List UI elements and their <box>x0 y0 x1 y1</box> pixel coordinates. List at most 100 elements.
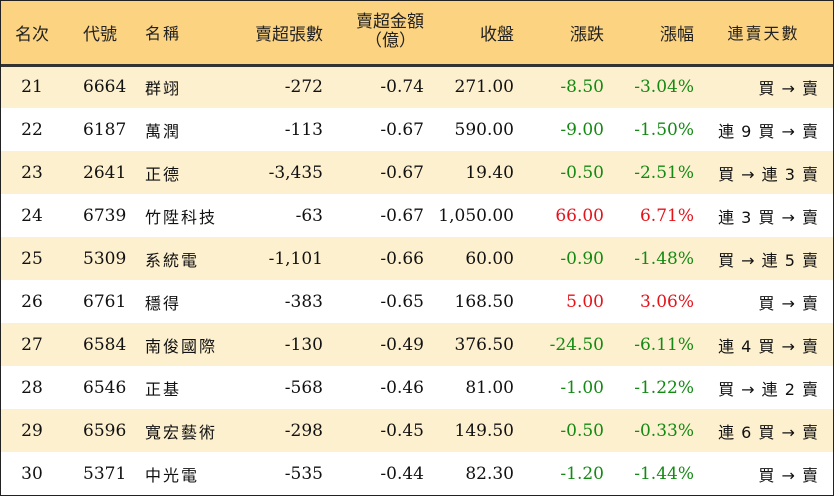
price-change-cell: -0.90 <box>560 248 604 269</box>
sell-lots-cell: -130 <box>284 334 323 355</box>
sell-streak-cell: 連 4 買 → 賣 <box>718 336 819 356</box>
change-pct-cell: -1.44% <box>634 463 694 484</box>
sell-lots-cell: -298 <box>284 420 323 441</box>
sell-amount-cell: -0.67 <box>380 162 424 183</box>
sell-amount-cell: -0.74 <box>380 77 424 98</box>
header-change: 漲跌 <box>514 1 604 67</box>
rank-cell: 29 <box>21 420 43 441</box>
table-row: 29 6596 寬宏藝術 -298 -0.45 149.50 -0.50 -0.… <box>1 409 833 452</box>
stock-name-cell: 正德 <box>145 164 182 184</box>
rank-cell: 30 <box>21 463 43 484</box>
close-price-cell: 81.00 <box>465 377 514 398</box>
sell-amount-cell: -0.67 <box>380 119 424 140</box>
price-change-cell: 5.00 <box>566 291 604 312</box>
sell-amount-cell: -0.67 <box>380 205 424 226</box>
header-sell-lots: 賣超張數 <box>229 1 323 67</box>
header-change-pct: 漲幅 <box>604 1 694 67</box>
stock-name-cell: 中光電 <box>145 465 200 485</box>
rank-cell: 24 <box>21 205 43 226</box>
price-change-cell: -8.50 <box>560 77 604 98</box>
sell-amount-cell: -0.45 <box>380 420 424 441</box>
sell-lots-cell: -383 <box>284 291 323 312</box>
close-price-cell: 60.00 <box>465 248 514 269</box>
close-price-cell: 1,050.00 <box>438 205 514 226</box>
header-sell-amount-unit: （億） <box>365 31 416 52</box>
table-row: 21 6664 群翊 -272 -0.74 271.00 -8.50 -3.04… <box>1 65 833 108</box>
close-price-cell: 590.00 <box>454 119 514 140</box>
sell-streak-cell: 連 3 買 → 賣 <box>718 207 819 227</box>
close-price-cell: 168.50 <box>454 291 514 312</box>
header-name: 名稱 <box>130 1 229 67</box>
sell-lots-cell: -272 <box>284 77 323 98</box>
rank-cell: 23 <box>21 162 43 183</box>
table-row: 26 6761 穩得 -383 -0.65 168.50 5.00 3.06% … <box>1 280 833 323</box>
header-code: 代號 <box>63 1 130 67</box>
change-pct-cell: -0.33% <box>634 420 694 441</box>
sell-streak-cell: 買 → 賣 <box>758 293 819 313</box>
change-pct-cell: -3.04% <box>634 77 694 98</box>
change-pct-cell: -2.51% <box>634 162 694 183</box>
stock-name-cell: 正基 <box>145 379 182 399</box>
rank-cell: 25 <box>21 248 43 269</box>
stock-name-cell: 寬宏藝術 <box>145 422 218 442</box>
sell-amount-cell: -0.66 <box>380 248 424 269</box>
sell-streak-cell: 買 → 連 5 賣 <box>718 250 819 270</box>
sell-lots-cell: -1,101 <box>268 248 323 269</box>
close-price-cell: 82.30 <box>465 463 514 484</box>
stock-name-cell: 群翊 <box>145 79 182 99</box>
stock-name-cell: 系統電 <box>145 250 200 270</box>
header-sell-streak: 連賣天數 <box>694 1 833 67</box>
change-pct-cell: 6.71% <box>639 205 694 226</box>
table-row: 25 5309 系統電 -1,101 -0.66 60.00 -0.90 -1.… <box>1 237 833 280</box>
header-close: 收盤 <box>424 1 514 67</box>
stock-code-cell: 6761 <box>83 291 127 312</box>
change-pct-cell: -1.50% <box>634 119 694 140</box>
sell-lots-cell: -63 <box>295 205 323 226</box>
rank-cell: 26 <box>21 291 43 312</box>
stock-code-cell: 6546 <box>83 377 127 398</box>
close-price-cell: 271.00 <box>454 77 514 98</box>
price-change-cell: -0.50 <box>560 420 604 441</box>
stock-code-cell: 6739 <box>83 205 127 226</box>
sell-streak-cell: 買 → 連 2 賣 <box>718 379 819 399</box>
table-row: 24 6739 竹陞科技 -63 -0.67 1,050.00 66.00 6.… <box>1 194 833 237</box>
table-row: 27 6584 南俊國際 -130 -0.49 376.50 -24.50 -6… <box>1 323 833 366</box>
close-price-cell: 19.40 <box>465 162 514 183</box>
sell-streak-cell: 買 → 連 3 賣 <box>718 164 819 184</box>
price-change-cell: -24.50 <box>549 334 604 355</box>
sell-amount-cell: -0.65 <box>380 291 424 312</box>
change-pct-cell: -1.48% <box>634 248 694 269</box>
sell-streak-cell: 買 → 賣 <box>758 465 819 485</box>
rank-cell: 28 <box>21 377 43 398</box>
table-header: 名次 代號 名稱 賣超張數 賣超金額 （億） 收盤 漲跌 漲幅 連賣天數 <box>1 1 833 67</box>
stock-name-cell: 竹陞科技 <box>145 207 218 227</box>
stock-code-cell: 5309 <box>83 248 127 269</box>
table-body: 21 6664 群翊 -272 -0.74 271.00 -8.50 -3.04… <box>1 65 833 495</box>
table-row: 23 2641 正德 -3,435 -0.67 19.40 -0.50 -2.5… <box>1 151 833 194</box>
table-row: 28 6546 正基 -568 -0.46 81.00 -1.00 -1.22%… <box>1 366 833 409</box>
stock-code-cell: 6596 <box>83 420 127 441</box>
sell-streak-cell: 連 9 買 → 賣 <box>718 121 819 141</box>
change-pct-cell: -6.11% <box>634 334 694 355</box>
rank-cell: 27 <box>21 334 43 355</box>
table-row: 22 6187 萬潤 -113 -0.67 590.00 -9.00 -1.50… <box>1 108 833 151</box>
sell-amount-cell: -0.49 <box>380 334 424 355</box>
stock-code-cell: 6584 <box>83 334 127 355</box>
stock-name-cell: 萬潤 <box>145 121 182 141</box>
sell-amount-cell: -0.46 <box>380 377 424 398</box>
change-pct-cell: 3.06% <box>639 291 694 312</box>
rank-cell: 22 <box>21 119 43 140</box>
price-change-cell: -0.50 <box>560 162 604 183</box>
rank-cell: 21 <box>21 77 43 98</box>
header-rank: 名次 <box>1 1 63 67</box>
header-sell-amount-line1: 賣超金額 <box>356 12 424 33</box>
price-change-cell: -9.00 <box>560 119 604 140</box>
price-change-cell: -1.00 <box>560 377 604 398</box>
sell-lots-cell: -535 <box>284 463 323 484</box>
sell-lots-cell: -568 <box>284 377 323 398</box>
sell-lots-cell: -3,435 <box>268 162 323 183</box>
price-change-cell: 66.00 <box>555 205 604 226</box>
header-row: 名次 代號 名稱 賣超張數 賣超金額 （億） 收盤 漲跌 漲幅 連賣天數 <box>1 1 833 67</box>
